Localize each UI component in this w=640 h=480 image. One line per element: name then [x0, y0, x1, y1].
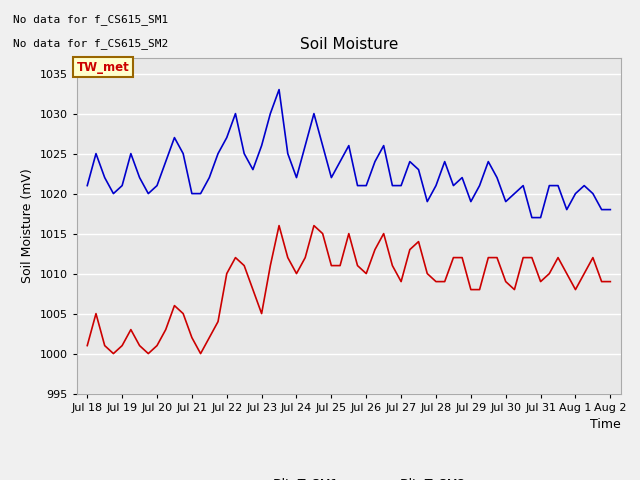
Title: Soil Moisture: Soil Moisture [300, 37, 398, 52]
Legend: DltaT_SM1, DltaT_SM2: DltaT_SM1, DltaT_SM2 [227, 472, 471, 480]
Y-axis label: Soil Moisture (mV): Soil Moisture (mV) [21, 168, 34, 283]
Text: TW_met: TW_met [77, 60, 129, 74]
X-axis label: Time: Time [590, 418, 621, 431]
Text: No data for f_CS615_SM1: No data for f_CS615_SM1 [13, 14, 168, 25]
Text: No data for f_CS615_SM2: No data for f_CS615_SM2 [13, 38, 168, 49]
